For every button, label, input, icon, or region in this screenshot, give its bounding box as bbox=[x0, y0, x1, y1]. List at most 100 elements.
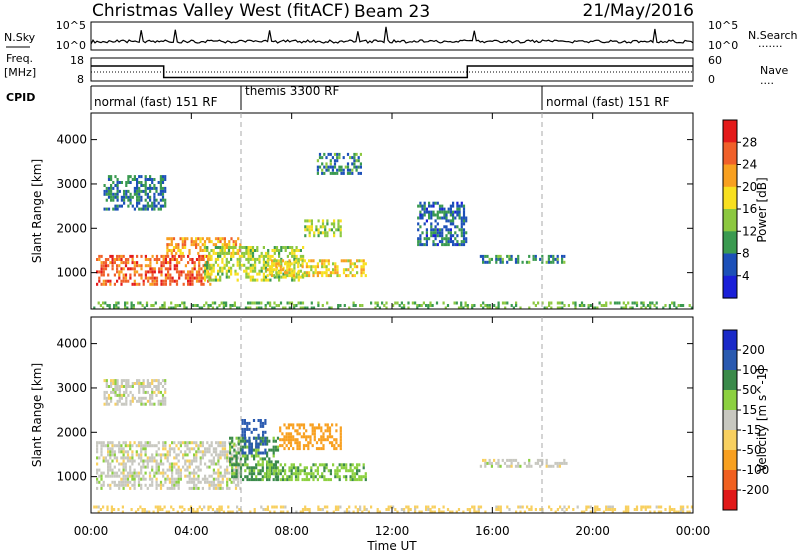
velocity-range-cell bbox=[226, 471, 229, 475]
power-range-cell bbox=[140, 264, 143, 268]
power-range-cell bbox=[315, 228, 318, 232]
velocity-range-cell bbox=[115, 459, 119, 463]
power-range-cell bbox=[495, 260, 498, 264]
velocity-range-cell bbox=[110, 510, 113, 513]
velocity-range-cell bbox=[442, 505, 445, 509]
power-range-cell bbox=[146, 186, 149, 190]
velocity-range-cell bbox=[117, 508, 120, 511]
velocity-range-cell bbox=[140, 396, 143, 400]
velocity-range-cell bbox=[353, 466, 356, 470]
power-range-cell bbox=[541, 254, 544, 258]
power-range-cell bbox=[622, 306, 625, 309]
power-range-cell bbox=[256, 249, 259, 252]
velocity-range-cell bbox=[107, 453, 110, 457]
power-range-cell bbox=[270, 265, 274, 269]
velocity-range-cell bbox=[302, 423, 306, 427]
power-range-cell bbox=[241, 251, 244, 255]
power-range-cell bbox=[130, 301, 133, 305]
velocity-range-cell bbox=[146, 459, 149, 463]
velocity-range-cell bbox=[232, 450, 235, 454]
power-range-cell bbox=[126, 306, 129, 309]
velocity-ytick-label: 2000 bbox=[56, 425, 87, 439]
power-range-cell bbox=[578, 304, 581, 307]
velocity-range-cell bbox=[243, 433, 246, 437]
velocity-range-cell bbox=[236, 505, 239, 509]
power-range-cell bbox=[212, 251, 215, 255]
velocity-range-cell bbox=[219, 474, 222, 478]
power-range-cell bbox=[462, 237, 466, 241]
velocity-range-cell bbox=[239, 457, 243, 461]
velocity-range-cell bbox=[264, 439, 267, 443]
power-range-cell bbox=[140, 175, 143, 179]
power-range-cell bbox=[129, 175, 132, 179]
nsearch-marker: ....... bbox=[758, 37, 782, 50]
power-range-cell bbox=[174, 304, 177, 307]
power-range-cell bbox=[181, 246, 184, 249]
velocity-range-cell bbox=[215, 450, 218, 454]
velocity-range-cell bbox=[193, 471, 196, 475]
velocity-range-cell bbox=[210, 480, 213, 484]
velocity-colorbar-tick-label: 100 bbox=[742, 363, 765, 377]
power-range-cell bbox=[254, 266, 257, 270]
velocity-range-cell bbox=[506, 505, 509, 509]
velocity-range-cell bbox=[102, 459, 105, 463]
velocity-range-cell bbox=[161, 399, 165, 403]
power-range-cell bbox=[434, 201, 437, 205]
power-range-cell bbox=[108, 304, 111, 307]
velocity-range-cell bbox=[196, 508, 199, 511]
power-range-cell bbox=[460, 234, 463, 238]
velocity-range-cell bbox=[253, 457, 256, 461]
power-range-cell bbox=[123, 189, 126, 193]
velocity-range-cell bbox=[231, 510, 234, 513]
power-range-cell bbox=[321, 219, 325, 223]
power-range-cell bbox=[359, 171, 362, 175]
velocity-range-cell bbox=[246, 466, 249, 470]
power-range-cell bbox=[138, 186, 141, 190]
velocity-range-cell bbox=[221, 480, 224, 484]
velocity-range-cell bbox=[243, 427, 246, 431]
velocity-range-cell bbox=[151, 459, 154, 463]
power-range-cell bbox=[299, 254, 302, 258]
velocity-range-cell bbox=[190, 486, 193, 490]
power-range-cell bbox=[181, 301, 184, 305]
power-range-cell bbox=[627, 301, 630, 305]
power-range-cell bbox=[434, 225, 437, 229]
velocity-range-cell bbox=[279, 444, 282, 448]
power-range-cell bbox=[112, 198, 115, 202]
power-range-cell bbox=[196, 304, 199, 307]
velocity-range-cell bbox=[314, 463, 317, 467]
velocity-range-cell bbox=[649, 505, 652, 509]
velocity-range-cell bbox=[133, 480, 136, 484]
velocity-range-cell bbox=[157, 462, 160, 466]
power-range-cell bbox=[330, 222, 333, 226]
velocity-range-cell bbox=[105, 402, 108, 406]
velocity-range-cell bbox=[173, 462, 176, 466]
power-range-cell bbox=[245, 246, 248, 249]
velocity-range-cell bbox=[305, 472, 308, 476]
velocity-range-cell bbox=[337, 508, 340, 511]
velocity-range-cell bbox=[234, 444, 238, 448]
power-range-cell bbox=[159, 306, 162, 309]
velocity-range-cell bbox=[135, 450, 138, 454]
velocity-range-cell bbox=[146, 379, 149, 383]
power-range-cell bbox=[170, 243, 173, 247]
velocity-range-cell bbox=[248, 421, 251, 425]
power-range-cell bbox=[133, 270, 136, 274]
power-range-cell bbox=[329, 271, 332, 275]
power-range-cell bbox=[323, 259, 326, 263]
power-range-cell bbox=[438, 216, 442, 220]
velocity-range-cell bbox=[126, 483, 130, 487]
power-range-cell bbox=[319, 231, 322, 235]
velocity-range-cell bbox=[250, 472, 253, 476]
power-range-cell bbox=[193, 267, 196, 271]
power-range-cell bbox=[465, 240, 468, 244]
power-range-cell bbox=[580, 301, 584, 305]
power-range-cell bbox=[221, 272, 224, 276]
power-range-cell bbox=[400, 306, 403, 309]
velocity-range-cell bbox=[301, 510, 305, 513]
velocity-range-cell bbox=[262, 433, 265, 437]
velocity-range-cell bbox=[310, 472, 313, 476]
velocity-range-cell bbox=[596, 508, 599, 511]
velocity-range-cell bbox=[317, 508, 320, 511]
velocity-range-cell bbox=[166, 453, 169, 457]
